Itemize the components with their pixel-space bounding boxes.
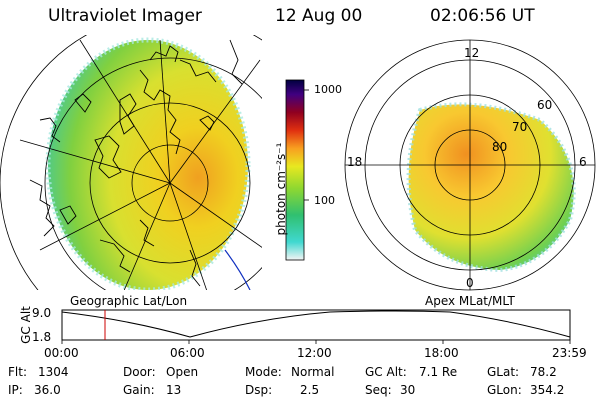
apex-caption: Apex MLat/MLT <box>425 294 515 308</box>
mlt-label-6: 6 <box>579 155 587 169</box>
polar-dial <box>344 39 596 291</box>
mlt-label-18: 18 <box>347 155 363 169</box>
xtick-2359: 23:59 <box>552 346 587 360</box>
flt-value: 1304 <box>38 365 69 379</box>
mode-label: Mode: <box>245 365 282 379</box>
terminator-line <box>224 249 251 290</box>
altitude-ytick-1.8: 1.8 <box>32 330 52 344</box>
lat-circle-60 <box>44 57 262 290</box>
xtick-0600: 06:00 <box>170 346 205 360</box>
instrument-title: Ultraviolet Imager <box>48 6 202 26</box>
door-label: Door: <box>123 365 156 379</box>
xtick-0000: 00:00 <box>44 346 79 360</box>
altitude-plot <box>61 309 571 344</box>
geographic-map <box>0 35 262 290</box>
door-value: Open <box>166 365 199 379</box>
colorbar-tick-1000: 1000 <box>314 83 342 96</box>
mode-value: Normal <box>291 365 335 379</box>
time-label: 02:06:56 UT <box>430 6 535 26</box>
gcalt-label: GC Alt: <box>365 365 407 379</box>
colorbar-units: photon cm⁻²s⁻¹ <box>274 142 288 236</box>
dsp-label: Dsp: <box>245 383 273 397</box>
colorbar-tick-100: 100 <box>314 194 335 207</box>
altitude-curve <box>61 310 571 338</box>
lat-circle-70 <box>89 102 251 264</box>
altitude-ytick-9: 9.0 <box>32 306 52 320</box>
altitude-ylabel: GC Alt <box>19 306 33 344</box>
gain-value: 13 <box>166 383 182 397</box>
xtick-1800: 18:00 <box>424 346 459 360</box>
glon-label: GLon: <box>487 383 522 397</box>
seq-label: Seq: <box>365 383 392 397</box>
glat-label: GLat: <box>487 365 520 379</box>
coastlines <box>29 39 243 287</box>
geographic-caption: Geographic Lat/Lon <box>70 294 188 308</box>
xtick-1200: 12:00 <box>297 346 332 360</box>
ip-label: IP: <box>8 383 23 397</box>
colorbar <box>285 79 305 261</box>
auroral-image-left <box>48 40 248 290</box>
meridians <box>19 39 262 290</box>
gcalt-value: 7.1 Re <box>419 365 458 379</box>
date-label: 12 Aug 00 <box>275 6 363 26</box>
mlat-label-70: 70 <box>512 120 528 134</box>
flt-label: Flt: <box>8 365 27 379</box>
auroral-image-right <box>408 104 574 270</box>
glat-value: 78.2 <box>530 365 557 379</box>
seq-value: 30 <box>400 383 416 397</box>
mlat-label-80: 80 <box>492 140 508 154</box>
glon-value: 354.2 <box>530 383 565 397</box>
mlt-label-12: 12 <box>464 46 480 60</box>
mlat-label-60: 60 <box>537 98 553 112</box>
dsp-value: 2.5 <box>300 383 320 397</box>
lat-circle-80 <box>131 144 209 222</box>
ip-value: 36.0 <box>34 383 61 397</box>
altitude-frame <box>61 309 571 341</box>
gain-label: Gain: <box>123 383 155 397</box>
mlt-label-0: 0 <box>466 276 474 290</box>
